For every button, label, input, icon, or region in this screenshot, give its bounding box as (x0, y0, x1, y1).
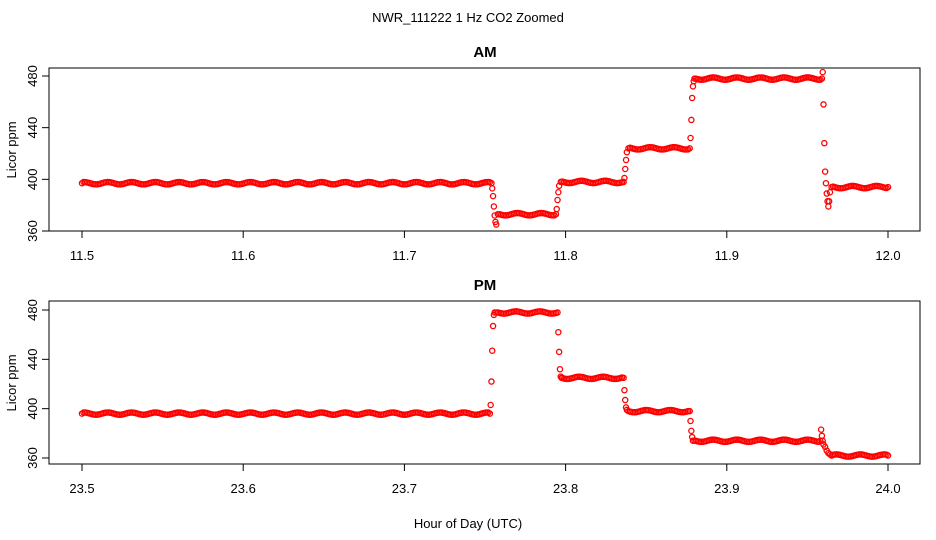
pm-data-point (486, 410, 494, 417)
figure-title: NWR_111222 1 Hz CO2 Zoomed (372, 10, 564, 25)
am-y-tick-label: 400 (25, 168, 40, 190)
pm-y-tick-label: 360 (25, 447, 40, 469)
am-data-point (490, 203, 498, 210)
am-data-point (825, 203, 832, 210)
am-data-point (821, 168, 829, 175)
am-data-point (688, 94, 696, 102)
am-data-point (687, 134, 694, 142)
am-panel: AM Licor ppm 11.5 11.6 11.7 11.8 11.9 12.0 36… (4, 44, 921, 263)
am-y-tick-label: 480 (25, 65, 40, 87)
am-data-point (493, 221, 500, 228)
am-data-point (489, 192, 497, 200)
pm-x-ticks: 23.5 23.6 23.7 23.8 23.9 24.0 (69, 464, 901, 496)
am-data-point (820, 101, 827, 108)
am-data-point (554, 196, 561, 204)
pm-y-tick-label: 440 (25, 348, 40, 370)
am-data-point (688, 116, 695, 124)
pm-data-point (687, 417, 694, 425)
pm-data-point (621, 386, 628, 394)
am-x-tick-label: 11.6 (231, 248, 255, 263)
am-y-axis-label: Licor ppm (4, 121, 19, 178)
pm-x-tick-label: 23.6 (231, 481, 256, 496)
am-x-tick-label: 12.0 (875, 248, 900, 263)
am-data-point (488, 185, 496, 192)
pm-x-tick-label: 23.9 (714, 481, 739, 496)
pm-data-point (488, 347, 496, 354)
pm-x-tick-label: 23.7 (392, 481, 417, 496)
pm-data-point (819, 437, 826, 444)
am-data-point (689, 83, 697, 90)
am-data-point (620, 178, 627, 186)
am-data-point (825, 198, 833, 205)
pm-data-point (487, 401, 494, 409)
am-data-point (822, 179, 830, 187)
am-plot-frame (48, 67, 921, 232)
am-data-point (826, 188, 834, 196)
pm-panel-title: PM (474, 277, 497, 294)
am-data-point (623, 148, 631, 156)
pm-y-tick-label: 400 (25, 398, 40, 420)
am-data-point (622, 156, 630, 164)
am-x-tick-label: 11.8 (553, 248, 577, 263)
pm-y-tick-label: 480 (25, 299, 40, 321)
am-data-point (553, 205, 560, 213)
am-data-point (555, 182, 563, 190)
am-x-tick-label: 11.5 (70, 248, 94, 263)
am-x-ticks: 11.5 11.6 11.7 11.8 11.9 12.0 (70, 231, 901, 263)
pm-data-point (686, 407, 693, 415)
x-axis-label: Hour of Day (UTC) (414, 516, 522, 531)
pm-data-point (488, 378, 495, 385)
am-data-point (884, 183, 892, 191)
pm-data-point (489, 322, 497, 330)
am-data-point (621, 165, 629, 173)
pm-data-point (620, 374, 627, 382)
am-data-point (823, 190, 830, 197)
am-data-point (686, 145, 693, 152)
am-data-point (819, 68, 826, 76)
am-data-point (621, 174, 628, 182)
pm-points (78, 308, 892, 460)
pm-data-point (884, 452, 892, 459)
pm-data-point (555, 328, 562, 336)
pm-data-point (817, 426, 825, 433)
pm-data-point (821, 443, 829, 451)
am-y-tick-label: 440 (25, 117, 40, 139)
am-x-tick-label: 11.9 (715, 248, 739, 263)
am-y-tick-label: 360 (25, 220, 40, 242)
pm-data-point (554, 309, 561, 316)
pm-plot-frame (48, 300, 921, 465)
pm-data-point (556, 365, 564, 373)
pm-data-point (621, 396, 629, 404)
pm-y-axis-label: Licor ppm (4, 354, 19, 411)
pm-panel: PM Licor ppm 23.5 23.6 23.7 23.8 23.9 24.0 36… (4, 277, 921, 496)
pm-x-tick-label: 23.5 (69, 481, 94, 496)
pm-x-tick-label: 23.8 (553, 481, 578, 496)
pm-y-ticks: 360 400 440 480 (25, 299, 49, 469)
am-data-point (818, 75, 826, 82)
am-data-point (555, 188, 562, 196)
am-y-ticks: 360 400 440 480 (25, 65, 49, 242)
pm-data-point (688, 427, 695, 435)
am-data-point (821, 139, 828, 147)
am-panel-title: AM (473, 44, 496, 61)
am-points (78, 68, 892, 228)
pm-x-tick-label: 24.0 (875, 481, 900, 496)
pm-data-point (555, 348, 563, 356)
am-x-tick-label: 11.7 (392, 248, 416, 263)
